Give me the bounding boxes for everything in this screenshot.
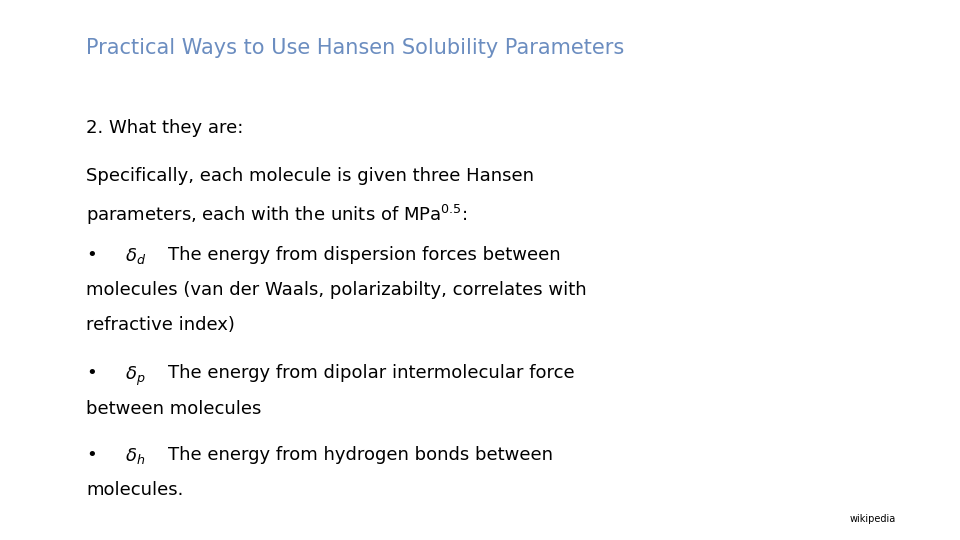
Text: between molecules: between molecules — [86, 400, 262, 417]
Text: $\delta_{h}$: $\delta_{h}$ — [125, 446, 145, 465]
Text: parameters, each with the units of MPa$^{0.5}$:: parameters, each with the units of MPa$^… — [86, 202, 468, 227]
Text: 2. What they are:: 2. What they are: — [86, 119, 244, 137]
Text: $\delta_{d}$: $\delta_{d}$ — [125, 246, 146, 266]
Text: Specifically, each molecule is given three Hansen: Specifically, each molecule is given thr… — [86, 167, 535, 185]
Text: Practical Ways to Use Hansen Solubility Parameters: Practical Ways to Use Hansen Solubility … — [86, 38, 625, 58]
Text: $\delta_{p}$: $\delta_{p}$ — [125, 364, 145, 388]
Text: •: • — [86, 246, 97, 264]
Text: wikipedia: wikipedia — [850, 514, 896, 524]
Text: The energy from hydrogen bonds between: The energy from hydrogen bonds between — [168, 446, 553, 463]
Text: molecules.: molecules. — [86, 481, 183, 498]
Text: The energy from dipolar intermolecular force: The energy from dipolar intermolecular f… — [168, 364, 575, 382]
Text: •: • — [86, 364, 97, 382]
Text: The energy from dispersion forces between: The energy from dispersion forces betwee… — [168, 246, 561, 264]
Text: •: • — [86, 446, 97, 463]
Text: refractive index): refractive index) — [86, 316, 235, 334]
Text: molecules (van der Waals, polarizabilty, correlates with: molecules (van der Waals, polarizabilty,… — [86, 281, 587, 299]
